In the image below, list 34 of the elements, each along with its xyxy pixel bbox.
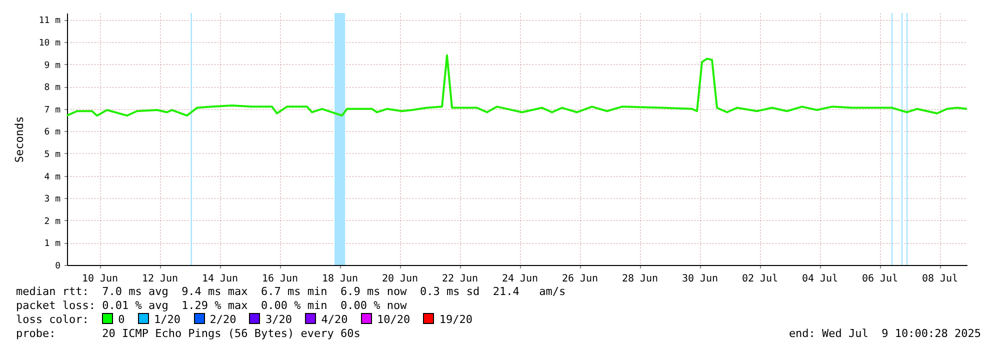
text: median rtt: 7.0 ms avg 9.4 ms max 6.7 ms min 6.9 ms now 0.3 ms sd 21.4 am/s (16, 285, 566, 299)
y-tick-label: 9 m (44, 60, 60, 71)
text: packet loss: 0.01 % avg 1.29 % max 0.00 % min 0.00 % now (16, 299, 408, 313)
text: probe: 20 ICMP Echo Pings (56 Bytes) every 60s (16, 327, 362, 341)
y-tick-label: 7 m (44, 105, 60, 116)
y-tick-label: 5 m (44, 150, 60, 160)
x-tick-label: 10 Jun (82, 274, 118, 284)
y-tick-label: 11 m (38, 16, 60, 26)
x-tick-label: 24 Jun (502, 274, 538, 284)
x-tick-label: 08 Jul (922, 274, 958, 284)
x-tick-label: 14 Jun (202, 274, 238, 284)
x-tick-label: 20 Jun (382, 274, 418, 284)
x-tick-label: 28 Jun (622, 274, 658, 284)
y-tick-label: 8 m (44, 83, 60, 94)
text: loss color: 0 1/20 2/20 3/20 4/20 10/20 19/20 (16, 313, 472, 326)
x-tick-label: 16 Jun (262, 274, 298, 284)
x-tick-label: 26 Jun (562, 274, 598, 284)
y-axis-title: Seconds (12, 116, 26, 163)
x-tick-label: 12 Jun (142, 274, 178, 284)
y-tick-label: 4 m (44, 172, 60, 182)
y-tick-label: 6 m (44, 128, 60, 138)
x-tick-label: 22 Jun (442, 274, 478, 284)
text: end: Wed Jul 9 10:00:28 2025 (788, 327, 981, 340)
y-tick-label: 2 m (44, 216, 60, 227)
line-series (66, 54, 968, 117)
y-tick-label: 3 m (44, 194, 60, 205)
y-tick-label: 1 m (44, 239, 60, 250)
x-tick-label: 18 Jun (322, 274, 358, 284)
y-tick-label: 0 (55, 262, 60, 272)
x-tick-label: 30 Jun (682, 274, 718, 284)
y-tick-label: 10 m (38, 38, 60, 48)
x-tick-label: 06 Jul (862, 274, 898, 284)
x-tick-label: 02 Jul (742, 274, 778, 284)
x-tick-label: 04 Jul (802, 274, 838, 284)
